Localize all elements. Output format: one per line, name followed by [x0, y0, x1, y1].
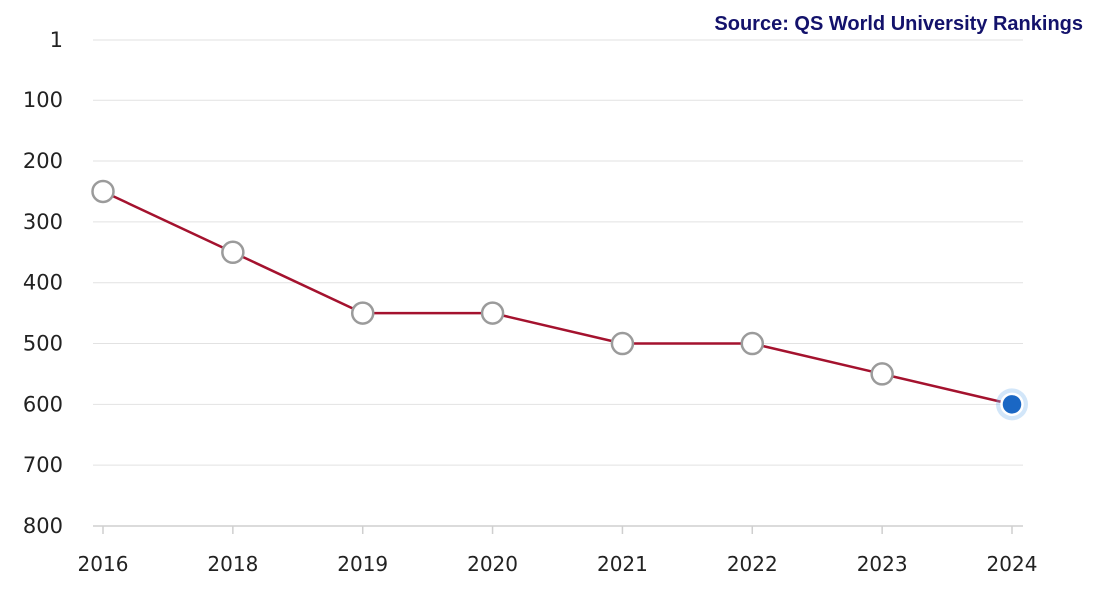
series-layer — [102, 190, 1013, 406]
data-points — [91, 179, 1028, 421]
series-line — [102, 190, 1013, 406]
data-point-highlighted[interactable] — [1000, 392, 1024, 417]
data-point[interactable] — [480, 301, 505, 325]
gridlines — [93, 39, 1023, 466]
y-tick-label: 1 — [50, 28, 63, 52]
data-point[interactable] — [610, 331, 635, 356]
x-tick-label: 2021 — [597, 552, 648, 576]
x-tick-label: 2024 — [987, 552, 1038, 576]
data-point[interactable] — [870, 362, 894, 386]
data-point[interactable] — [91, 179, 115, 204]
y-tick-label: 700 — [23, 453, 63, 477]
x-tick-label: 2018 — [207, 552, 258, 576]
data-point[interactable] — [350, 301, 375, 325]
y-tick-label: 200 — [23, 149, 63, 173]
data-point[interactable] — [221, 240, 245, 265]
y-tick-label: 400 — [23, 271, 63, 295]
source-label: Source: QS World University Rankings — [714, 13, 1083, 35]
x-tick-label: 2019 — [337, 552, 388, 576]
x-axis-ticks: 2016 2018 2019 2020 2021 2022 2023 2024 — [78, 526, 1038, 576]
data-point[interactable] — [740, 331, 765, 356]
x-tick-label: 2016 — [78, 552, 129, 576]
y-axis-ticks: 1 100 200 300 400 500 600 700 800 — [23, 28, 63, 538]
y-tick-label: 800 — [23, 514, 63, 538]
x-tick-label: 2022 — [727, 552, 778, 576]
y-tick-label: 500 — [23, 332, 63, 356]
x-tick-label: 2023 — [857, 552, 908, 576]
y-tick-label: 600 — [23, 392, 63, 416]
y-tick-label: 300 — [23, 210, 63, 234]
y-tick-label: 100 — [23, 88, 63, 112]
x-tick-label: 2020 — [467, 552, 518, 576]
